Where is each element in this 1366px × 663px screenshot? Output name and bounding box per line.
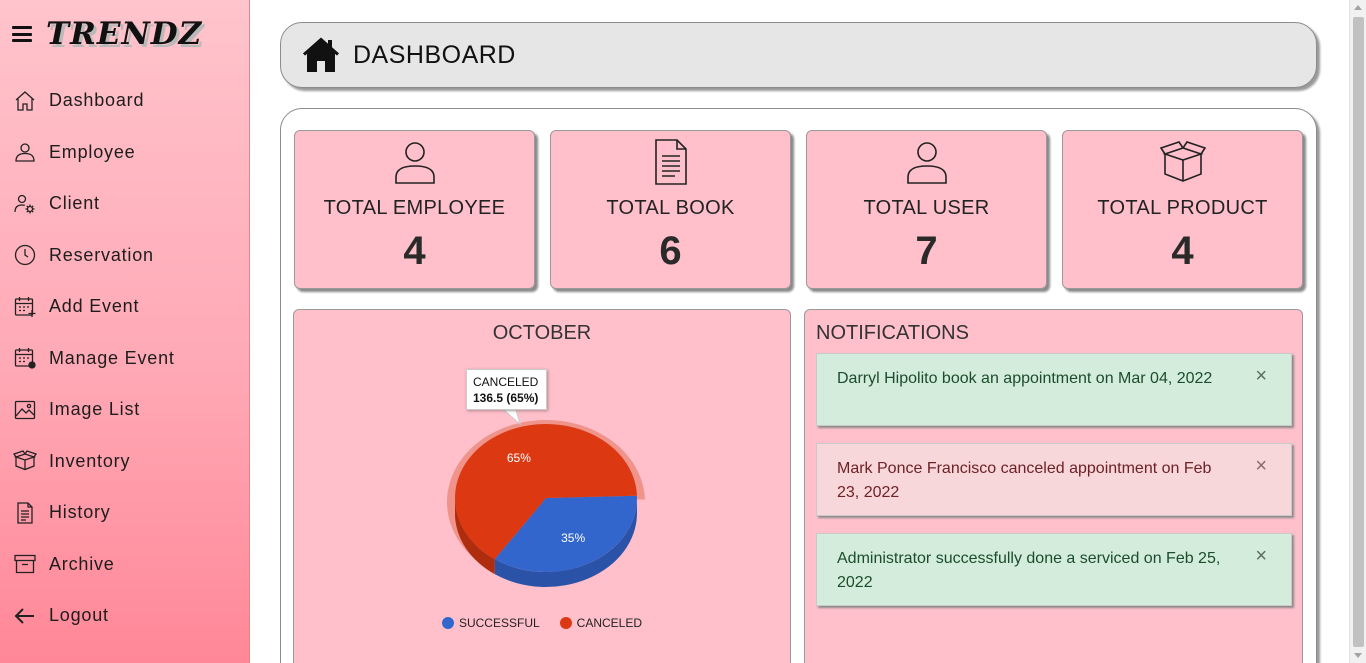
sidebar-item-archive[interactable]: Archive	[12, 539, 242, 591]
scroll-thumb[interactable]	[1353, 17, 1364, 647]
user-icon	[12, 139, 38, 165]
notification-text: Administrator successfully done a servic…	[837, 550, 1221, 591]
stat-card-product[interactable]: TOTAL PRODUCT 4	[1062, 130, 1303, 289]
sidebar-item-label: Manage Event	[49, 347, 175, 368]
scroll-down-icon[interactable]	[1354, 653, 1362, 658]
sidebar-item-label: History	[49, 502, 111, 523]
legend-swatch	[559, 617, 572, 629]
notifications-title: NOTIFICATIONS	[816, 322, 969, 344]
chart-panel: OCTOBER 35% 65% CANCELED 136.5 (65%) SUCC…	[293, 309, 791, 663]
dashboard-panel: TOTAL EMPLOYEE 4 TOTAL BOOK 6 TOTAL USER…	[280, 108, 1317, 663]
stat-card-employee[interactable]: TOTAL EMPLOYEE 4	[294, 130, 535, 289]
card-value: 7	[915, 229, 938, 273]
slice-successful[interactable]	[494, 495, 637, 572]
user-gear-icon	[12, 191, 38, 217]
brand-logo: TRENDZ	[46, 16, 203, 52]
sidebar-item-label: Inventory	[49, 450, 131, 471]
sidebar-item-label: Employee	[49, 141, 136, 162]
clock-icon	[12, 242, 38, 268]
card-label: TOTAL EMPLOYEE	[323, 197, 506, 219]
sidebar-item-manage-event[interactable]: Manage Event	[12, 333, 242, 385]
chart-title: OCTOBER	[492, 322, 592, 344]
notifications-panel: NOTIFICATIONS Darryl Hipolito book an ap…	[804, 309, 1303, 663]
sidebar-item-add-event[interactable]: Add Event	[12, 281, 242, 333]
sidebar-item-dashboard[interactable]: Dashboard	[12, 75, 242, 127]
document-icon	[551, 139, 790, 185]
sidebar-item-reservation[interactable]: Reservation	[12, 230, 242, 282]
close-icon[interactable]: ×	[1255, 455, 1267, 477]
chart-legend: SUCCESSFUL CANCELED	[294, 616, 790, 630]
box-icon	[12, 448, 38, 474]
user-icon	[807, 139, 1046, 185]
card-value: 4	[403, 229, 426, 273]
sidebar-item-employee[interactable]: Employee	[12, 127, 242, 179]
notification-item: Mark Ponce Francisco canceled appointmen…	[816, 443, 1292, 516]
legend-label: SUCCESSFUL	[458, 616, 540, 630]
page-scrollbar[interactable]	[1349, 0, 1366, 663]
sidebar-item-image-list[interactable]: Image List	[12, 384, 242, 436]
sidebar-item-inventory[interactable]: Inventory	[12, 436, 242, 488]
sidebar-item-history[interactable]: History	[12, 487, 242, 539]
card-label: TOTAL PRODUCT	[1097, 197, 1268, 219]
notification-text: Darryl Hipolito book an appointment on M…	[837, 370, 1213, 387]
archive-icon	[12, 551, 38, 577]
card-label: TOTAL BOOK	[606, 197, 735, 219]
close-icon[interactable]: ×	[1255, 545, 1267, 567]
sidebar-item-logout[interactable]: Logout	[12, 590, 242, 642]
slice-side-canceled	[455, 498, 495, 575]
scroll-up-icon[interactable]	[1354, 5, 1362, 10]
sidebar-item-client[interactable]: Client	[12, 178, 242, 230]
menu-toggle-icon[interactable]	[12, 26, 32, 42]
card-value: 6	[659, 229, 682, 273]
box-icon	[1063, 139, 1302, 185]
sidebar: TRENDZ Dashboard Employee Client Reserva…	[0, 0, 250, 663]
slice-side-successful	[494, 498, 637, 588]
legend-label: CANCELED	[576, 616, 643, 630]
slice-label: 65%	[507, 451, 531, 465]
sidebar-item-label: Client	[49, 193, 100, 214]
card-label: TOTAL USER	[863, 197, 990, 219]
tooltip-value: 136.5 (65%)	[473, 391, 539, 405]
chart-tooltip: CANCELED 136.5 (65%)	[466, 369, 547, 410]
slice-label: 35%	[561, 531, 585, 545]
home-icon	[12, 88, 38, 114]
sidebar-item-label: Logout	[49, 605, 109, 626]
tooltip-pointer	[502, 409, 521, 426]
page-title: DASHBOARD	[353, 40, 516, 69]
legend-item-canceled[interactable]: CANCELED	[559, 616, 643, 630]
close-icon[interactable]: ×	[1255, 365, 1267, 387]
image-icon	[12, 397, 38, 423]
slice-canceled[interactable]	[454, 424, 637, 560]
sidebar-nav: Dashboard Employee Client Reservation Ad…	[12, 75, 242, 642]
sidebar-item-label: Archive	[49, 553, 115, 574]
tooltip-title: CANCELED	[473, 375, 539, 389]
sidebar-item-label: Add Event	[49, 296, 140, 317]
calendar-plus-icon	[12, 294, 38, 320]
user-icon	[295, 139, 534, 185]
home-solid-icon	[303, 37, 339, 72]
sidebar-item-label: Image List	[49, 399, 141, 420]
arrow-left-icon	[12, 603, 38, 629]
page-header: DASHBOARD	[280, 22, 1317, 88]
pie-chart[interactable]: 35% 65%	[294, 310, 792, 610]
legend-swatch	[441, 617, 454, 629]
legend-item-successful[interactable]: SUCCESSFUL	[441, 616, 540, 630]
brand: TRENDZ	[12, 14, 202, 54]
notification-item: Darryl Hipolito book an appointment on M…	[816, 353, 1292, 426]
slice-side-edge	[455, 498, 476, 561]
document-icon	[12, 500, 38, 526]
stat-card-user[interactable]: TOTAL USER 7	[806, 130, 1047, 289]
notification-item: Administrator successfully done a servic…	[816, 533, 1292, 606]
sidebar-item-label: Dashboard	[49, 90, 145, 111]
calendar-gear-icon	[12, 345, 38, 371]
notification-text: Mark Ponce Francisco canceled appointmen…	[837, 460, 1212, 501]
sidebar-item-label: Reservation	[49, 244, 154, 265]
card-value: 4	[1171, 229, 1194, 273]
main-content: DASHBOARD TOTAL EMPLOYEE 4 TOTAL BOOK 6 …	[251, 0, 1349, 663]
stat-card-book[interactable]: TOTAL BOOK 6	[550, 130, 791, 289]
